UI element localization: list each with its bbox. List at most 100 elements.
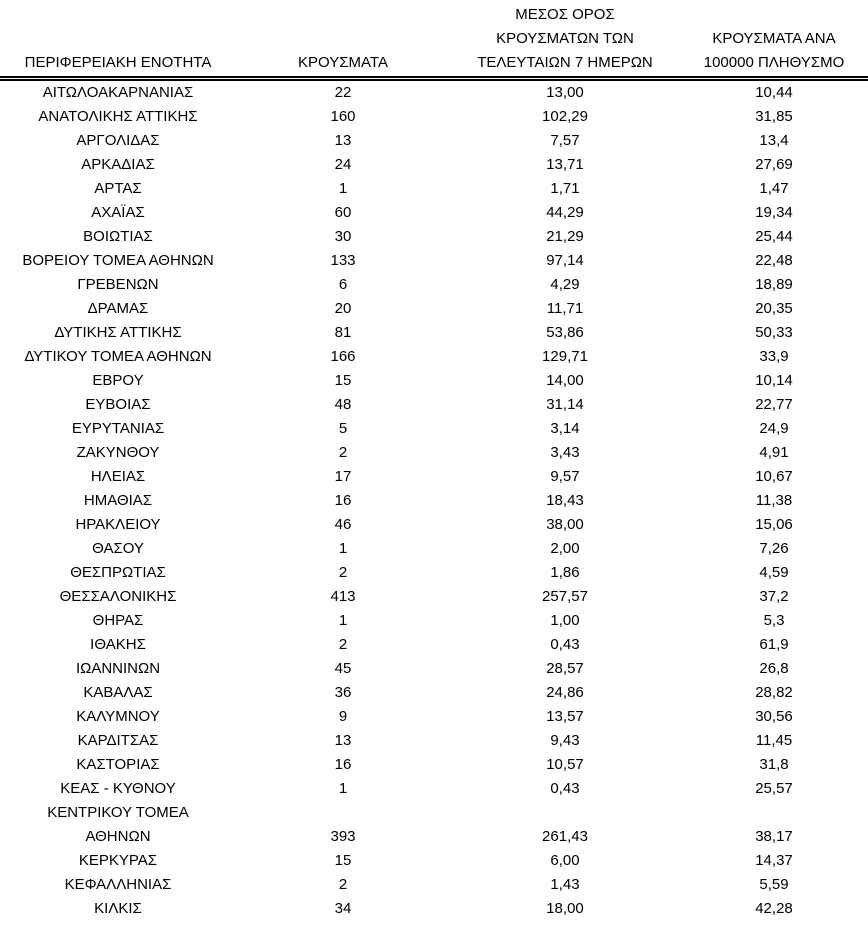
cases-per-100k-cell: 50,33 [755, 324, 793, 341]
regional-unit-name-cell: ΚΕΦΑΛΛΗΝΙΑΣ [64, 876, 172, 893]
cases-cell: 13 [334, 132, 352, 149]
cases-per-100k-cell: 14,37 [755, 852, 793, 869]
cases-cell: 16 [334, 756, 352, 773]
table-row: ΑΡΤΑΣ 1 1,71 1,47 [0, 177, 868, 201]
cases-cell: 46 [334, 516, 352, 533]
cases-per-100k-cell: 20,35 [755, 300, 793, 317]
cases-per-100k-cell: 18,89 [755, 276, 793, 293]
avg-7day-cases-cell: 31,14 [546, 396, 584, 413]
cases-cell: 393 [330, 828, 356, 845]
cases-cell: 6 [338, 276, 348, 293]
cases-per-100k-cell: 24,9 [759, 420, 789, 437]
table-row: ΚΑΛΥΜΝΟΥ 9 13,57 30,56 [0, 705, 868, 729]
cases-per-100k-cell: 22,77 [755, 396, 793, 413]
avg-7day-cases-cell: 13,00 [546, 84, 584, 101]
cases-cell: 5 [338, 420, 348, 437]
avg-7day-cases-cell: 1,86 [550, 564, 580, 581]
table-row: ΕΥΒΟΙΑΣ 48 31,14 22,77 [0, 393, 868, 417]
avg-7day-cases-cell: 24,86 [546, 684, 584, 701]
regional-unit-name-cell: ΑΡΓΟΛΙΔΑΣ [76, 132, 160, 149]
table-row: ΒΟΙΩΤΙΑΣ 30 21,29 25,44 [0, 225, 868, 249]
cases-per-100k-cell: 30,56 [755, 708, 793, 725]
cases-cell: 22 [334, 84, 352, 101]
avg-7day-cases-cell: 11,71 [546, 300, 584, 317]
cases-per-100k-cell: 11,38 [755, 492, 793, 509]
cases-cell: 17 [334, 468, 352, 485]
regional-unit-name-cell: ΓΡΕΒΕΝΩΝ [77, 276, 159, 293]
avg-7day-cases-cell: 9,57 [550, 468, 580, 485]
regional-unit-name-cell: ΕΥΒΟΙΑΣ [85, 396, 151, 413]
avg-7day-cases-cell: 0,43 [550, 636, 580, 653]
cases-cell: 48 [334, 396, 352, 413]
cases-cell: 2 [338, 444, 348, 461]
cases-cell: 30 [334, 228, 352, 245]
cases-cell: 24 [334, 156, 352, 173]
avg-7day-cases-cell: 18,00 [546, 900, 584, 917]
table-row: ΑΡΓΟΛΙΔΑΣ 13 7,57 13,4 [0, 129, 868, 153]
avg-7day-cases-cell: 21,29 [546, 228, 584, 245]
cases-per-100k-cell: 33,9 [759, 348, 789, 365]
regional-unit-name-cell: ΔΥΤΙΚΟΥ ΤΟΜΕΑ ΑΘΗΝΩΝ [24, 348, 212, 365]
cases-per-100k-cell: 1,47 [759, 180, 789, 197]
cases-cell: 413 [330, 588, 356, 605]
table-row: ΙΩΑΝΝΙΝΩΝ 45 28,57 26,8 [0, 657, 868, 681]
cases-cell: 45 [334, 660, 352, 677]
cases-cell: 34 [334, 900, 352, 917]
regional-unit-name-cell: ΘΑΣΟΥ [92, 540, 144, 557]
table-row: ΔΥΤΙΚΗΣ ΑΤΤΙΚΗΣ 81 53,86 50,33 [0, 321, 868, 345]
avg-7day-cases-cell: 1,71 [550, 180, 580, 197]
table-row: ΗΜΑΘΙΑΣ 16 18,43 11,38 [0, 489, 868, 513]
cases-per-100k-cell: 13,4 [759, 132, 789, 149]
table-body: ΑΙΤΩΛΟΑΚΑΡΝΑΝΙΑΣ 22 13,00 10,44 ΑΝΑΤΟΛΙΚ… [0, 79, 868, 922]
avg-7day-cases-cell: 13,71 [546, 156, 584, 173]
regional-unit-name-cell: ΚΙΛΚΙΣ [94, 900, 142, 917]
cases-cell: 1 [338, 540, 348, 557]
avg-7day-cases-cell: 14,00 [546, 372, 584, 389]
table-header: ΠΕΡΙΦΕΡΕΙΑΚΗ ΕΝΟΤΗΤΑ ΚΡΟΥΣΜΑΤΑ ΜΕΣΟΣ ΟΡΟ… [0, 0, 868, 81]
regional-unit-name-cell: ΒΟΡΕΙΟΥ ΤΟΜΕΑ ΑΘΗΝΩΝ [22, 252, 214, 269]
regional-unit-name-cell: ΑΧΑΪΑΣ [91, 204, 145, 221]
regional-unit-name-cell: ΗΜΑΘΙΑΣ [83, 492, 153, 509]
cases-per-100k-cell: 27,69 [755, 156, 793, 173]
regional-unit-name-cell: ΚΑΡΔΙΤΣΑΣ [77, 732, 159, 749]
avg-7day-cases-cell: 257,57 [542, 588, 588, 605]
table-row: ΓΡΕΒΕΝΩΝ 6 4,29 18,89 [0, 273, 868, 297]
avg-7day-cases-cell: 10,57 [546, 756, 584, 773]
avg-7day-cases-cell: 2,00 [550, 540, 580, 557]
cases-cell: 15 [334, 852, 352, 869]
cases-per-100k-cell: 4,91 [759, 444, 789, 461]
regional-unit-name-cell: ΚΑΣΤΟΡΙΑΣ [76, 756, 160, 773]
regional-unit-name-cell: ΘΕΣΣΑΛΟΝΙΚΗΣ [59, 588, 177, 605]
cases-per-100k-cell: 19,34 [755, 204, 793, 221]
table-row: ΘΕΣΠΡΩΤΙΑΣ 2 1,86 4,59 [0, 561, 868, 585]
cases-per-100k-cell: 61,9 [759, 636, 789, 653]
avg-7day-cases-cell: 13,57 [546, 708, 584, 725]
regional-unit-name-cell: ΗΡΑΚΛΕΙΟΥ [75, 516, 161, 533]
table-row: ΙΘΑΚΗΣ 2 0,43 61,9 [0, 633, 868, 657]
cases-cell: 13 [334, 732, 352, 749]
cases-cell: 160 [330, 108, 356, 125]
avg-7day-cases-cell: 4,29 [550, 276, 580, 293]
cases-per-100k-cell: 22,48 [755, 252, 793, 269]
avg-7day-cases-cell: 261,43 [542, 828, 588, 845]
table-row: ΚΙΛΚΙΣ 34 18,00 42,28 [0, 897, 868, 921]
regional-unit-name-cell: ΙΘΑΚΗΣ [90, 636, 146, 653]
cases-cell: 60 [334, 204, 352, 221]
table-row: ΒΟΡΕΙΟΥ ΤΟΜΕΑ ΑΘΗΝΩΝ 133 97,14 22,48 [0, 249, 868, 273]
cases-per-100k-cell: 38,17 [755, 828, 793, 845]
table-row: ΚΑΒΑΛΑΣ 36 24,86 28,82 [0, 681, 868, 705]
avg-7day-cases-cell: 3,14 [550, 420, 580, 437]
regional-unit-name-cell: ΚΕΡΚΥΡΑΣ [78, 852, 158, 869]
table-row: ΖΑΚΥΝΘΟΥ 2 3,43 4,91 [0, 441, 868, 465]
column-header-cases: ΚΡΟΥΣΜΑΤΑ [236, 0, 450, 81]
regional-unit-name-cell: ΑΡΚΑΔΙΑΣ [81, 156, 155, 173]
regional-unit-name-cell: ΘΕΣΠΡΩΤΙΑΣ [70, 564, 166, 581]
cases-cell: 20 [334, 300, 352, 317]
table-row: ΚΑΡΔΙΤΣΑΣ 13 9,43 11,45 [0, 729, 868, 753]
regional-unit-name-cell: ΑΡΤΑΣ [94, 180, 142, 197]
cases-cell: 2 [338, 876, 348, 893]
table-row: ΗΛΕΙΑΣ 17 9,57 10,67 [0, 465, 868, 489]
avg-7day-cases-cell: 0,43 [550, 780, 580, 797]
cases-cell: 2 [338, 636, 348, 653]
